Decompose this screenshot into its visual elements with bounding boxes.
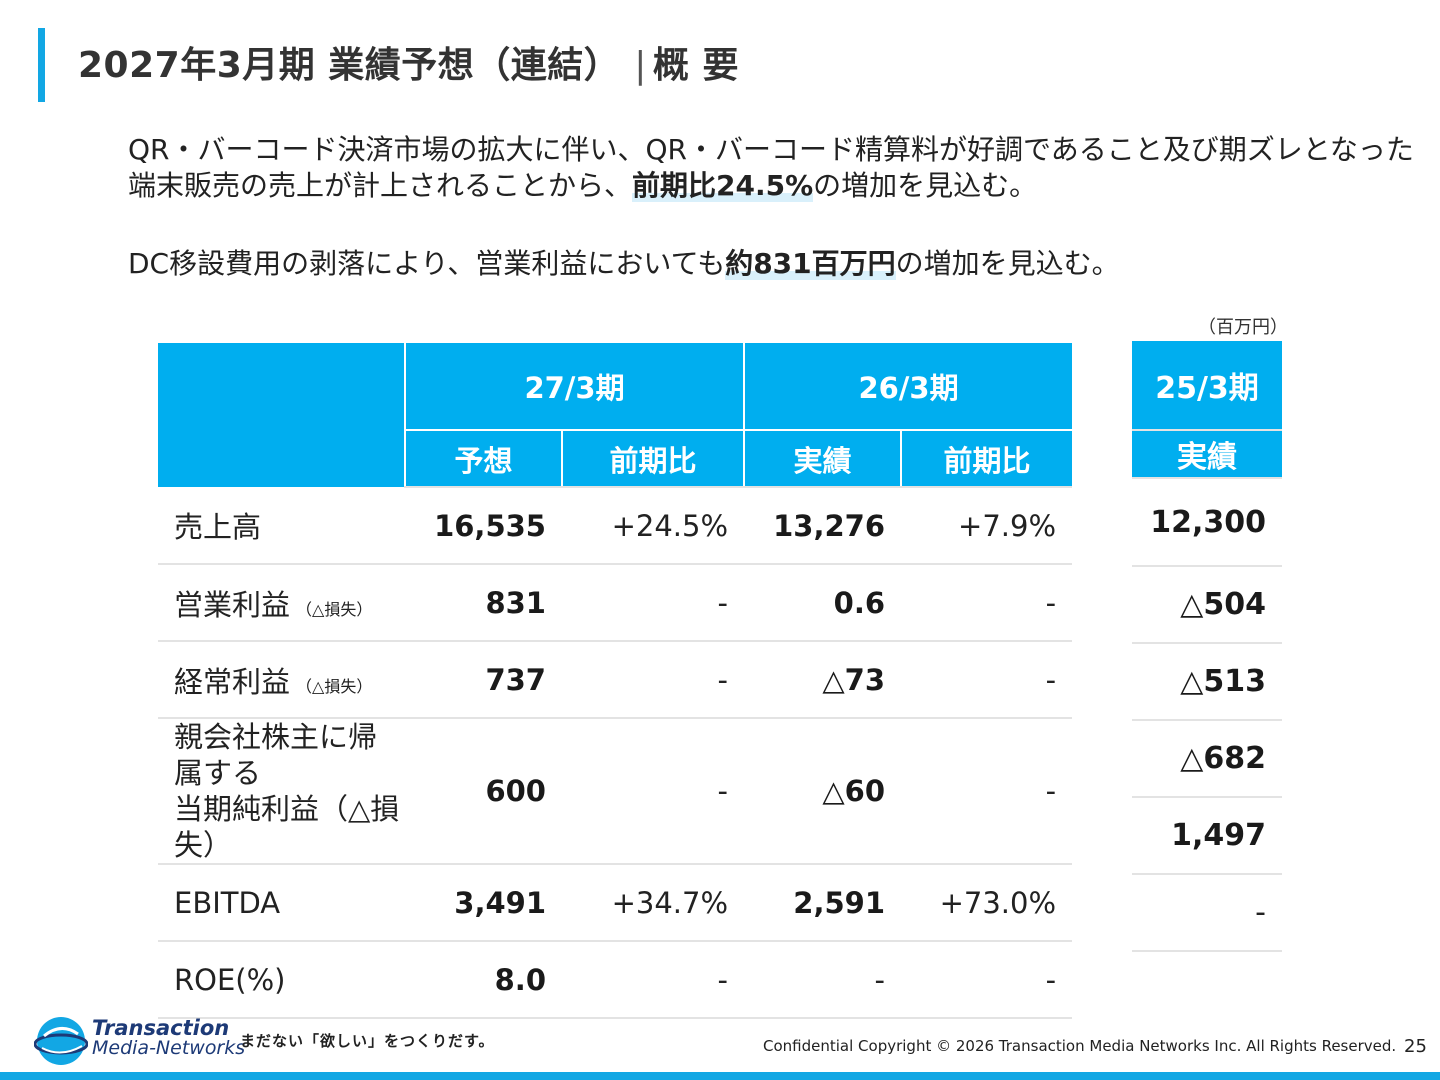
actual-value: 12,300: [1132, 478, 1282, 567]
yoy-value: -: [562, 718, 745, 865]
summary-highlight-revenue: 前期比24.5%: [632, 169, 814, 202]
page-title: 2027年3月期 業績予想（連結） | 概 要: [78, 36, 739, 88]
row-label-note: （△損失）: [296, 599, 373, 619]
summary-text: の増加を見込む。: [895, 247, 1120, 280]
row-label-text: 経常利益: [174, 664, 291, 699]
yoy-value: +7.9%: [901, 487, 1073, 565]
row-label: ROE(%): [158, 941, 405, 1019]
row-label: 売上高: [158, 487, 405, 565]
page-title-section: 概 要: [652, 45, 739, 86]
summary-text: DC移設費用の剥落により、営業利益においても: [128, 247, 726, 280]
forecast-value: 600: [405, 718, 562, 865]
forecast-value: 3,491: [405, 864, 562, 942]
table-row: △504: [1132, 566, 1282, 644]
logo-line1: Transaction: [92, 1016, 230, 1040]
row-label-text: ROE(%): [174, 962, 286, 997]
summary-text: の増加を見込む。: [813, 169, 1038, 202]
summary-text: QR・バーコード決済市場の拡大に伴い、QR・バーコード精算料が好調であること及び…: [128, 133, 1414, 202]
table-row: 1,497: [1132, 797, 1282, 875]
yoy-value: +73.0%: [901, 864, 1073, 942]
table-row: 売上高 16,535 +24.5% 13,276 +7.9%: [158, 487, 1073, 565]
table-row: △513: [1132, 643, 1282, 721]
page-title-main: 2027年3月期 業績予想（連結）: [78, 45, 621, 86]
header-period-27: 27/3期: [403, 343, 745, 430]
table-row: -: [1132, 874, 1282, 952]
header-actual-25: 実績: [1132, 429, 1282, 479]
actual-value: △513: [1132, 643, 1282, 721]
summary-highlight-operating-income: 約831百万円: [725, 247, 896, 280]
header-yoy-27: 前期比: [560, 429, 745, 488]
yoy-value: -: [562, 941, 745, 1019]
side-subheader-row: 実績: [1132, 429, 1282, 479]
actual-value: △504: [1132, 566, 1282, 644]
row-label-note: （△損失）: [296, 676, 373, 696]
table-row: ROE(%) 8.0 - - -: [158, 941, 1073, 1019]
actual-value: 0.6: [744, 564, 902, 642]
row-label-text: 売上高: [174, 510, 262, 544]
actual-value: △682: [1132, 720, 1282, 798]
side-header-row: 25/3期: [1132, 341, 1282, 431]
row-label: EBITDA: [158, 864, 405, 942]
yoy-value: -: [901, 564, 1073, 642]
header-period-26: 26/3期: [743, 343, 1073, 430]
yoy-value: -: [562, 641, 745, 719]
row-label: 営業利益 （△損失）: [158, 564, 405, 642]
actual-value: △60: [744, 718, 902, 865]
yoy-value: +24.5%: [562, 487, 745, 565]
forecast-value: 16,535: [405, 487, 562, 565]
title-accent-bar: [38, 28, 45, 102]
row-label: 親会社株主に帰属する 当期純利益（△損失）: [158, 718, 405, 865]
actual-value: △73: [744, 641, 902, 719]
actual-value: -: [1132, 874, 1282, 952]
actual-value: 2,591: [744, 864, 902, 942]
table-row: EBITDA 3,491 +34.7% 2,591 +73.0%: [158, 864, 1073, 942]
header-yoy-26: 前期比: [900, 429, 1073, 488]
actual-value: 13,276: [744, 487, 902, 565]
table-row: △682: [1132, 720, 1282, 798]
yoy-value: -: [562, 564, 745, 642]
forecast-value: 8.0: [405, 941, 562, 1019]
actual-value: -: [744, 941, 902, 1019]
unit-label: （百万円）: [1198, 317, 1288, 338]
table-row: 営業利益 （△損失） 831 - 0.6 -: [158, 564, 1073, 642]
company-logo-text: Transaction Media-Networks: [92, 1016, 246, 1059]
row-label-line2: 当期純利益（△損失）: [174, 792, 400, 862]
header-corner-cell: [158, 343, 405, 487]
row-label: 経常利益 （△損失）: [158, 641, 405, 719]
copyright-notice: Confidential Copyright © 2026 Transactio…: [763, 1037, 1397, 1055]
title-separator: |: [634, 45, 647, 86]
summary-paragraph-revenue: QR・バーコード決済市場の拡大に伴い、QR・バーコード精算料が好調であること及び…: [128, 132, 1418, 204]
table-row: 経常利益 （△損失） 737 - △73 -: [158, 641, 1073, 719]
table-header-row: 27/3期 26/3期: [158, 343, 1073, 487]
summary-paragraph-operating-income: DC移設費用の剥落により、営業利益においても約831百万円の増加を見込む。: [128, 246, 1418, 282]
table-row: 12,300: [1132, 478, 1282, 567]
yoy-value: -: [901, 941, 1073, 1019]
logo-line2: Media-Networks: [92, 1037, 246, 1059]
header-period-25: 25/3期: [1132, 341, 1282, 431]
row-label-text: EBITDA: [174, 885, 281, 920]
footer-accent-bar: [0, 1072, 1440, 1080]
page-number: 25: [1404, 1036, 1427, 1057]
row-label-text: 営業利益: [174, 587, 291, 622]
forecast-value: 831: [405, 564, 562, 642]
header-actual-26: 実績: [743, 429, 902, 488]
table-subheader-row: 予想 前期比 実績 前期比: [158, 429, 1073, 488]
forecast-table: 27/3期 26/3期 予想 前期比 実績 前期比 売上高 16,535 +24…: [158, 343, 1073, 1019]
forecast-value: 737: [405, 641, 562, 719]
row-label-line1: 親会社株主に帰属する: [174, 720, 378, 790]
table-row: 親会社株主に帰属する 当期純利益（△損失） 600 - △60 -: [158, 718, 1073, 865]
header-forecast: 予想: [404, 429, 562, 488]
yoy-value: +34.7%: [562, 864, 745, 942]
prior-year-table: 25/3期 実績 12,300 △504 △513 △682 1,497 -: [1132, 341, 1282, 952]
actual-value: 1,497: [1132, 797, 1282, 875]
company-logo-globe-icon: [34, 1017, 88, 1065]
company-tagline: まだない「欲しい」をつくりだす。: [240, 1032, 495, 1050]
yoy-value: -: [901, 641, 1073, 719]
yoy-value: -: [901, 718, 1073, 865]
